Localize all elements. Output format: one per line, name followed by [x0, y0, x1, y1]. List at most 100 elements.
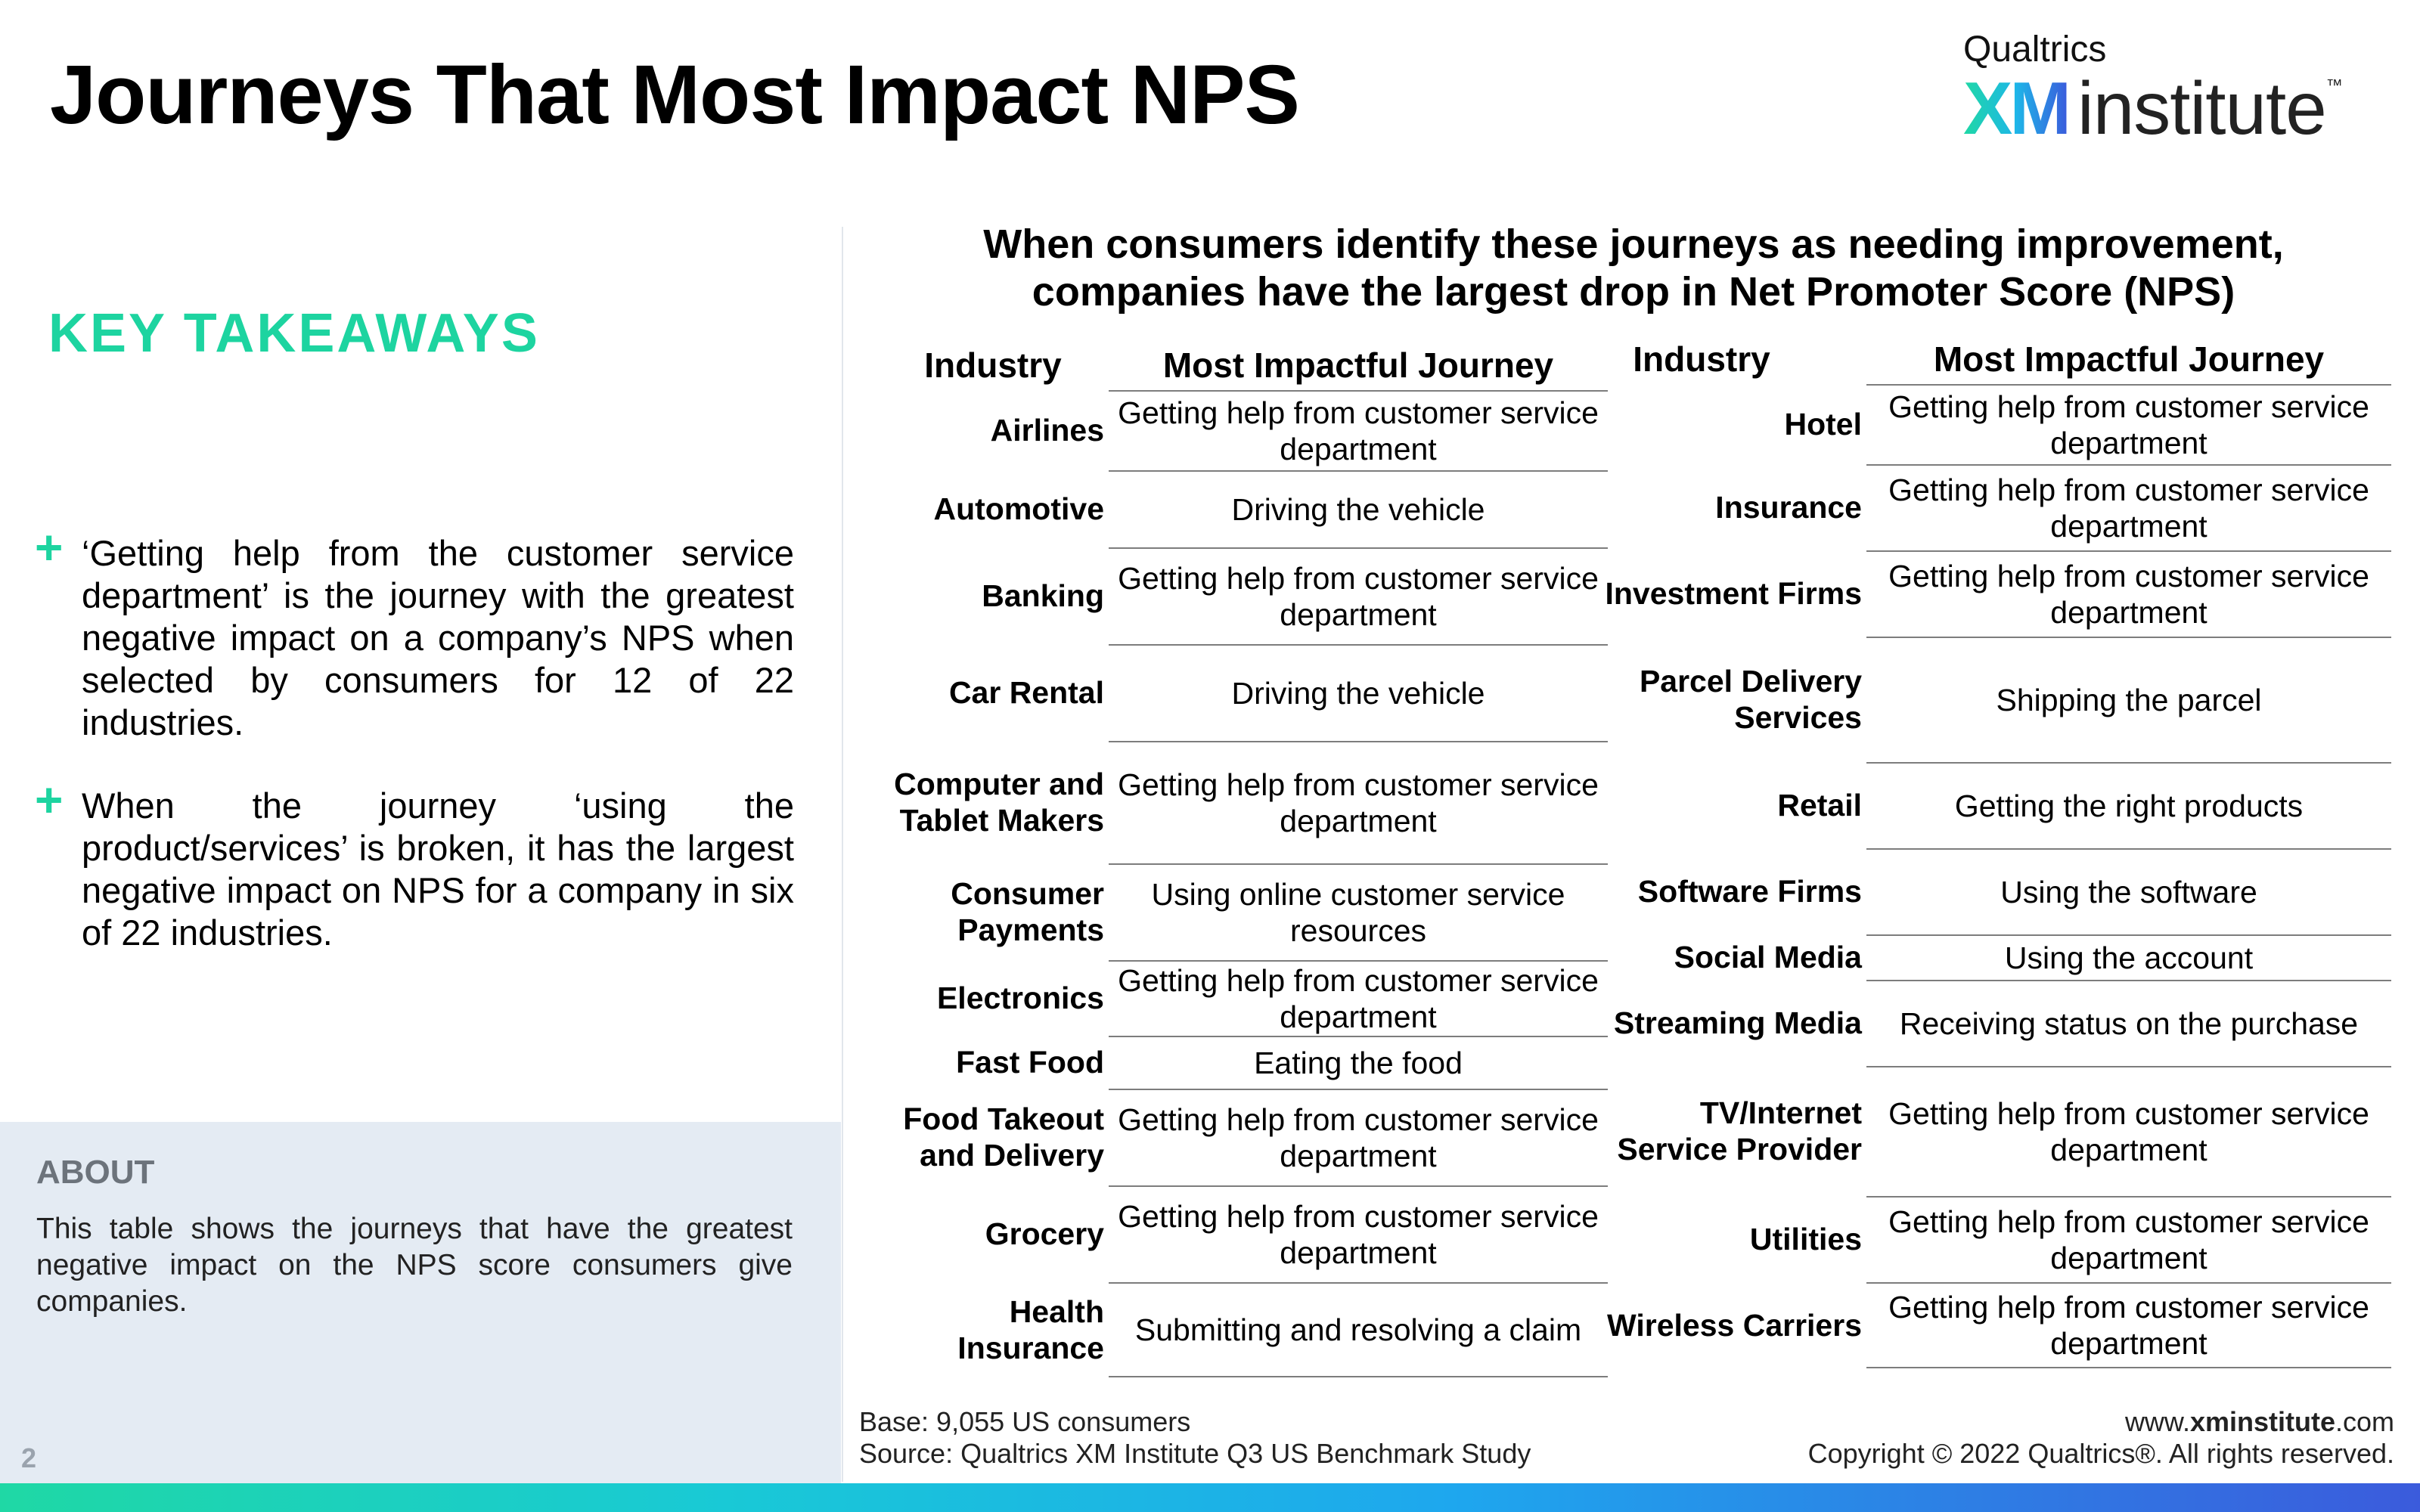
table-header: Industry Most Impactful Journey — [877, 336, 1608, 390]
page-title: Journeys That Most Impact NPS — [50, 48, 1300, 141]
about-text: This table shows the journeys that have … — [36, 1213, 793, 1318]
table-row: Investment Firms Getting help from custo… — [1596, 550, 2391, 637]
journey-cell: Getting help from customer service depar… — [1866, 550, 2391, 637]
table-row: Software Firms Using the software — [1596, 848, 2391, 934]
about-title: ABOUT — [36, 1154, 155, 1191]
journey-cell: Getting help from customer service depar… — [1866, 1196, 2391, 1282]
journey-cell: Getting help from customer service depar… — [1109, 741, 1608, 863]
takeaway-item: + ‘Getting help from the customer servic… — [35, 523, 794, 744]
about-panel: ABOUT This table shows the journeys that… — [0, 1122, 841, 1485]
industry-cell: Investment Firms — [1605, 576, 1863, 611]
industry-cell: Retail — [1777, 788, 1862, 823]
table-row: TV/Internet Service Provider Getting hel… — [1596, 1066, 2391, 1196]
header-industry: Industry — [1633, 339, 1770, 379]
industry-cell: Fast Food — [956, 1045, 1104, 1080]
qualtrics-xm-institute-logo: Qualtrics XM institute™ — [1963, 29, 2372, 150]
key-takeaways-heading: KEY TAKEAWAYS — [48, 303, 540, 364]
journey-cell: Getting help from customer service depar… — [1109, 547, 1608, 644]
industry-cell: Car Rental — [948, 675, 1104, 710]
journey-cell: Getting help from customer service depar… — [1109, 960, 1608, 1036]
table-row: Streaming Media Receiving status on the … — [1596, 980, 2391, 1066]
table-row: Utilities Getting help from customer ser… — [1596, 1196, 2391, 1282]
table-row: Consumer Payments Using online customer … — [877, 863, 1608, 960]
journey-cell: Using the account — [1866, 934, 2391, 980]
logo-wordmark: XM institute™ — [1963, 71, 2343, 145]
table-row: Health Insurance Submitting and resolvin… — [877, 1282, 1608, 1377]
journey-cell: Getting help from customer service depar… — [1866, 1066, 2391, 1196]
takeaway-text: When the journey ‘using the product/serv… — [82, 785, 794, 953]
table-row: Insurance Getting help from customer ser… — [1596, 464, 2391, 550]
industry-cell: Consumer Payments — [951, 876, 1104, 947]
base-text: Base: 9,055 US consumers — [859, 1406, 1191, 1437]
journey-cell: Using online customer service resources — [1109, 863, 1608, 960]
journey-cell: Driving the vehicle — [1109, 644, 1608, 741]
table-row: Parcel Delivery Services Shipping the pa… — [1596, 637, 2391, 762]
table-row: Social Media Using the account — [1596, 934, 2391, 980]
industry-cell: Hotel — [1784, 407, 1863, 442]
table-row: Food Takeout and Delivery Getting help f… — [877, 1089, 1608, 1185]
industry-cell: Social Media — [1674, 940, 1862, 974]
website-suffix: .com — [2335, 1406, 2394, 1437]
table-row: Computer and Tablet Makers Getting help … — [877, 741, 1608, 863]
journey-cell: Eating the food — [1109, 1036, 1608, 1089]
table-row: Grocery Getting help from customer servi… — [877, 1185, 1608, 1282]
journey-table-right: Industry Most Impactful Journey Hotel Ge… — [1596, 336, 2391, 1368]
table-row: Wireless Carriers Getting help from cust… — [1596, 1282, 2391, 1368]
journey-cell: Getting help from customer service depar… — [1866, 1282, 2391, 1368]
takeaway-item: + When the journey ‘using the product/se… — [35, 776, 794, 954]
industry-cell: Wireless Carriers — [1607, 1308, 1862, 1343]
copyright-text: Copyright © 2022 Qualtrics®. All rights … — [1807, 1438, 2394, 1469]
page-number: 2 — [21, 1442, 37, 1473]
table-row: Retail Getting the right products — [1596, 762, 2391, 848]
takeaway-text: ‘Getting help from the customer service … — [82, 533, 794, 742]
industry-cell: TV/Internet Service Provider — [1617, 1095, 1862, 1167]
bottom-gradient-bar — [0, 1483, 2420, 1512]
table-row: Airlines Getting help from customer serv… — [877, 390, 1608, 470]
industry-cell: Software Firms — [1637, 874, 1862, 909]
table-header: Industry Most Impactful Journey — [1596, 336, 2391, 384]
industry-cell: Computer and Tablet Makers — [894, 767, 1104, 838]
journey-cell: Getting help from customer service depar… — [1109, 390, 1608, 470]
logo-xm-text: XM — [1963, 67, 2071, 150]
plus-icon: + — [35, 773, 64, 827]
journey-cell: Shipping the parcel — [1866, 637, 2391, 762]
journey-cell: Using the software — [1866, 848, 2391, 934]
table-row: Car Rental Driving the vehicle — [877, 644, 1608, 741]
subtitle-line-1: When consumers identify these journeys a… — [983, 222, 2284, 267]
source-text: Source: Qualtrics XM Institute Q3 US Ben… — [859, 1438, 1531, 1469]
table-row: Banking Getting help from customer servi… — [877, 547, 1608, 644]
table-row: Electronics Getting help from customer s… — [877, 960, 1608, 1036]
logo-trademark: ™ — [2325, 76, 2343, 94]
industry-cell: Automotive — [933, 491, 1105, 526]
journey-cell: Getting help from customer service depar… — [1109, 1185, 1608, 1282]
plus-icon: + — [35, 520, 64, 575]
subtitle-line-2: companies have the largest drop in Net P… — [1032, 269, 2235, 314]
panel-divider — [842, 227, 843, 1482]
industry-cell: Parcel Delivery Services — [1639, 664, 1862, 735]
journey-table-left: Industry Most Impactful Journey Airlines… — [877, 336, 1608, 1377]
journey-cell: Getting the right products — [1866, 762, 2391, 848]
industry-cell: Banking — [982, 578, 1104, 613]
table-subtitle: When consumers identify these journeys a… — [870, 221, 2397, 316]
journey-cell: Driving the vehicle — [1109, 470, 1608, 547]
table-row: Automotive Driving the vehicle — [877, 470, 1608, 547]
footer-right: www.xminstitute.com Copyright © 2022 Qua… — [1808, 1406, 2394, 1470]
website-prefix: www. — [2124, 1406, 2190, 1437]
industry-cell: Utilities — [1749, 1222, 1862, 1256]
journey-cell: Getting help from customer service depar… — [1109, 1089, 1608, 1185]
website-link[interactable]: www.xminstitute.com — [1808, 1406, 2394, 1438]
table-row: Fast Food Eating the food — [877, 1036, 1608, 1089]
industry-cell: Airlines — [990, 413, 1104, 448]
journey-cell: Receiving status on the purchase — [1866, 980, 2391, 1066]
logo-institute-text: institute — [2077, 67, 2327, 150]
industry-cell: Food Takeout and Delivery — [903, 1101, 1104, 1173]
industry-cell: Health Insurance — [957, 1294, 1104, 1365]
journey-cell: Getting help from customer service depar… — [1866, 464, 2391, 550]
journey-cell: Getting help from customer service depar… — [1866, 384, 2391, 464]
source-note: Base: 9,055 US consumers Source: Qualtri… — [859, 1406, 1531, 1470]
website-domain: xminstitute — [2189, 1406, 2335, 1437]
industry-cell: Streaming Media — [1613, 1005, 1862, 1040]
logo-qualtrics-text: Qualtrics — [1963, 29, 2107, 70]
header-journey: Most Impactful Journey — [1162, 345, 1554, 385]
journey-cell: Submitting and resolving a claim — [1109, 1282, 1608, 1377]
